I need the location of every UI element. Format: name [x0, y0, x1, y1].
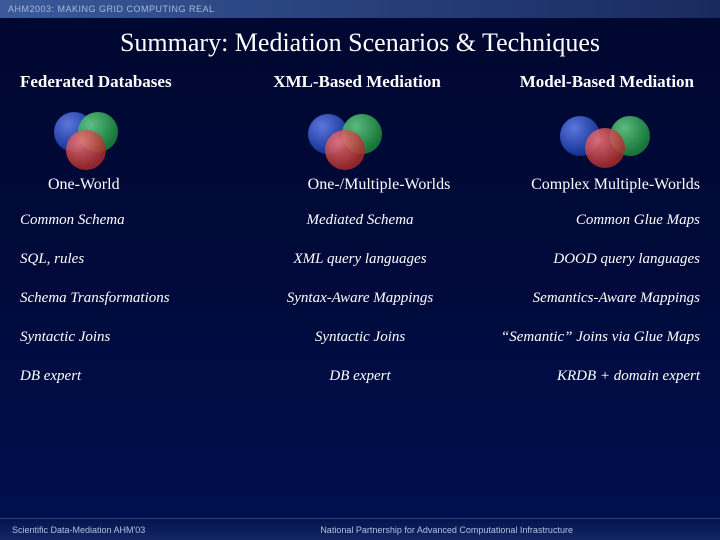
venn-cell-1 [20, 100, 243, 170]
venn-diagram-xml [300, 104, 390, 166]
banner-text: AHM2003: MAKING GRID COMPUTING REAL [8, 4, 215, 14]
col-header-2: XML-Based Mediation [245, 72, 470, 92]
col-header-3: Model-Based Mediation [469, 72, 700, 92]
table-row: Syntactic JoinsSyntactic Joins“Semantic”… [20, 329, 700, 346]
table-row: Schema TransformationsSyntax-Aware Mappi… [20, 290, 700, 307]
venn-diagram-federated [40, 104, 130, 166]
venn-cell-2 [243, 100, 446, 170]
table-row: DB expertDB expertKRDB + domain expert [20, 368, 700, 385]
table-cell: Mediated Schema [247, 212, 474, 229]
table-cell: KRDB + domain expert [473, 368, 700, 385]
slide-title: Summary: Mediation Scenarios & Technique… [20, 28, 700, 58]
venn-circle [325, 130, 365, 170]
venn-circle [585, 128, 625, 168]
sub-header-3: Complex Multiple-Worlds [486, 176, 700, 194]
comparison-table: Common SchemaMediated SchemaCommon Glue … [20, 212, 700, 385]
sub-header-1: One-World [20, 176, 262, 194]
table-cell: “Semantic” Joins via Glue Maps [473, 329, 700, 346]
footer: Scientific Data-Mediation AHM'03 Nationa… [0, 518, 720, 540]
table-cell: Syntactic Joins [20, 329, 247, 346]
table-row: SQL, rulesXML query languagesDOOD query … [20, 251, 700, 268]
sub-headers: One-World One-/Multiple-Worlds Complex M… [20, 176, 700, 194]
table-cell: Semantics-Aware Mappings [473, 290, 700, 307]
table-row: Common SchemaMediated SchemaCommon Glue … [20, 212, 700, 229]
table-cell: Syntax-Aware Mappings [247, 290, 474, 307]
table-cell: DOOD query languages [473, 251, 700, 268]
venn-diagram-model [560, 104, 650, 166]
table-cell: XML query languages [247, 251, 474, 268]
venn-diagrams-row [20, 100, 700, 170]
table-cell: Syntactic Joins [247, 329, 474, 346]
table-cell: DB expert [247, 368, 474, 385]
col-header-1: Federated Databases [20, 72, 245, 92]
footer-center: National Partnership for Advanced Comput… [145, 525, 708, 535]
slide-content: Summary: Mediation Scenarios & Technique… [0, 18, 720, 518]
venn-circle [66, 130, 106, 170]
table-cell: Schema Transformations [20, 290, 247, 307]
footer-left: Scientific Data-Mediation AHM'03 [12, 525, 145, 535]
table-cell: Common Schema [20, 212, 247, 229]
table-cell: SQL, rules [20, 251, 247, 268]
table-cell: DB expert [20, 368, 247, 385]
table-cell: Common Glue Maps [473, 212, 700, 229]
sub-header-2: One-/Multiple-Worlds [262, 176, 486, 194]
top-banner: AHM2003: MAKING GRID COMPUTING REAL [0, 0, 720, 18]
venn-cell-3 [447, 100, 700, 170]
column-headers: Federated Databases XML-Based Mediation … [20, 72, 700, 92]
